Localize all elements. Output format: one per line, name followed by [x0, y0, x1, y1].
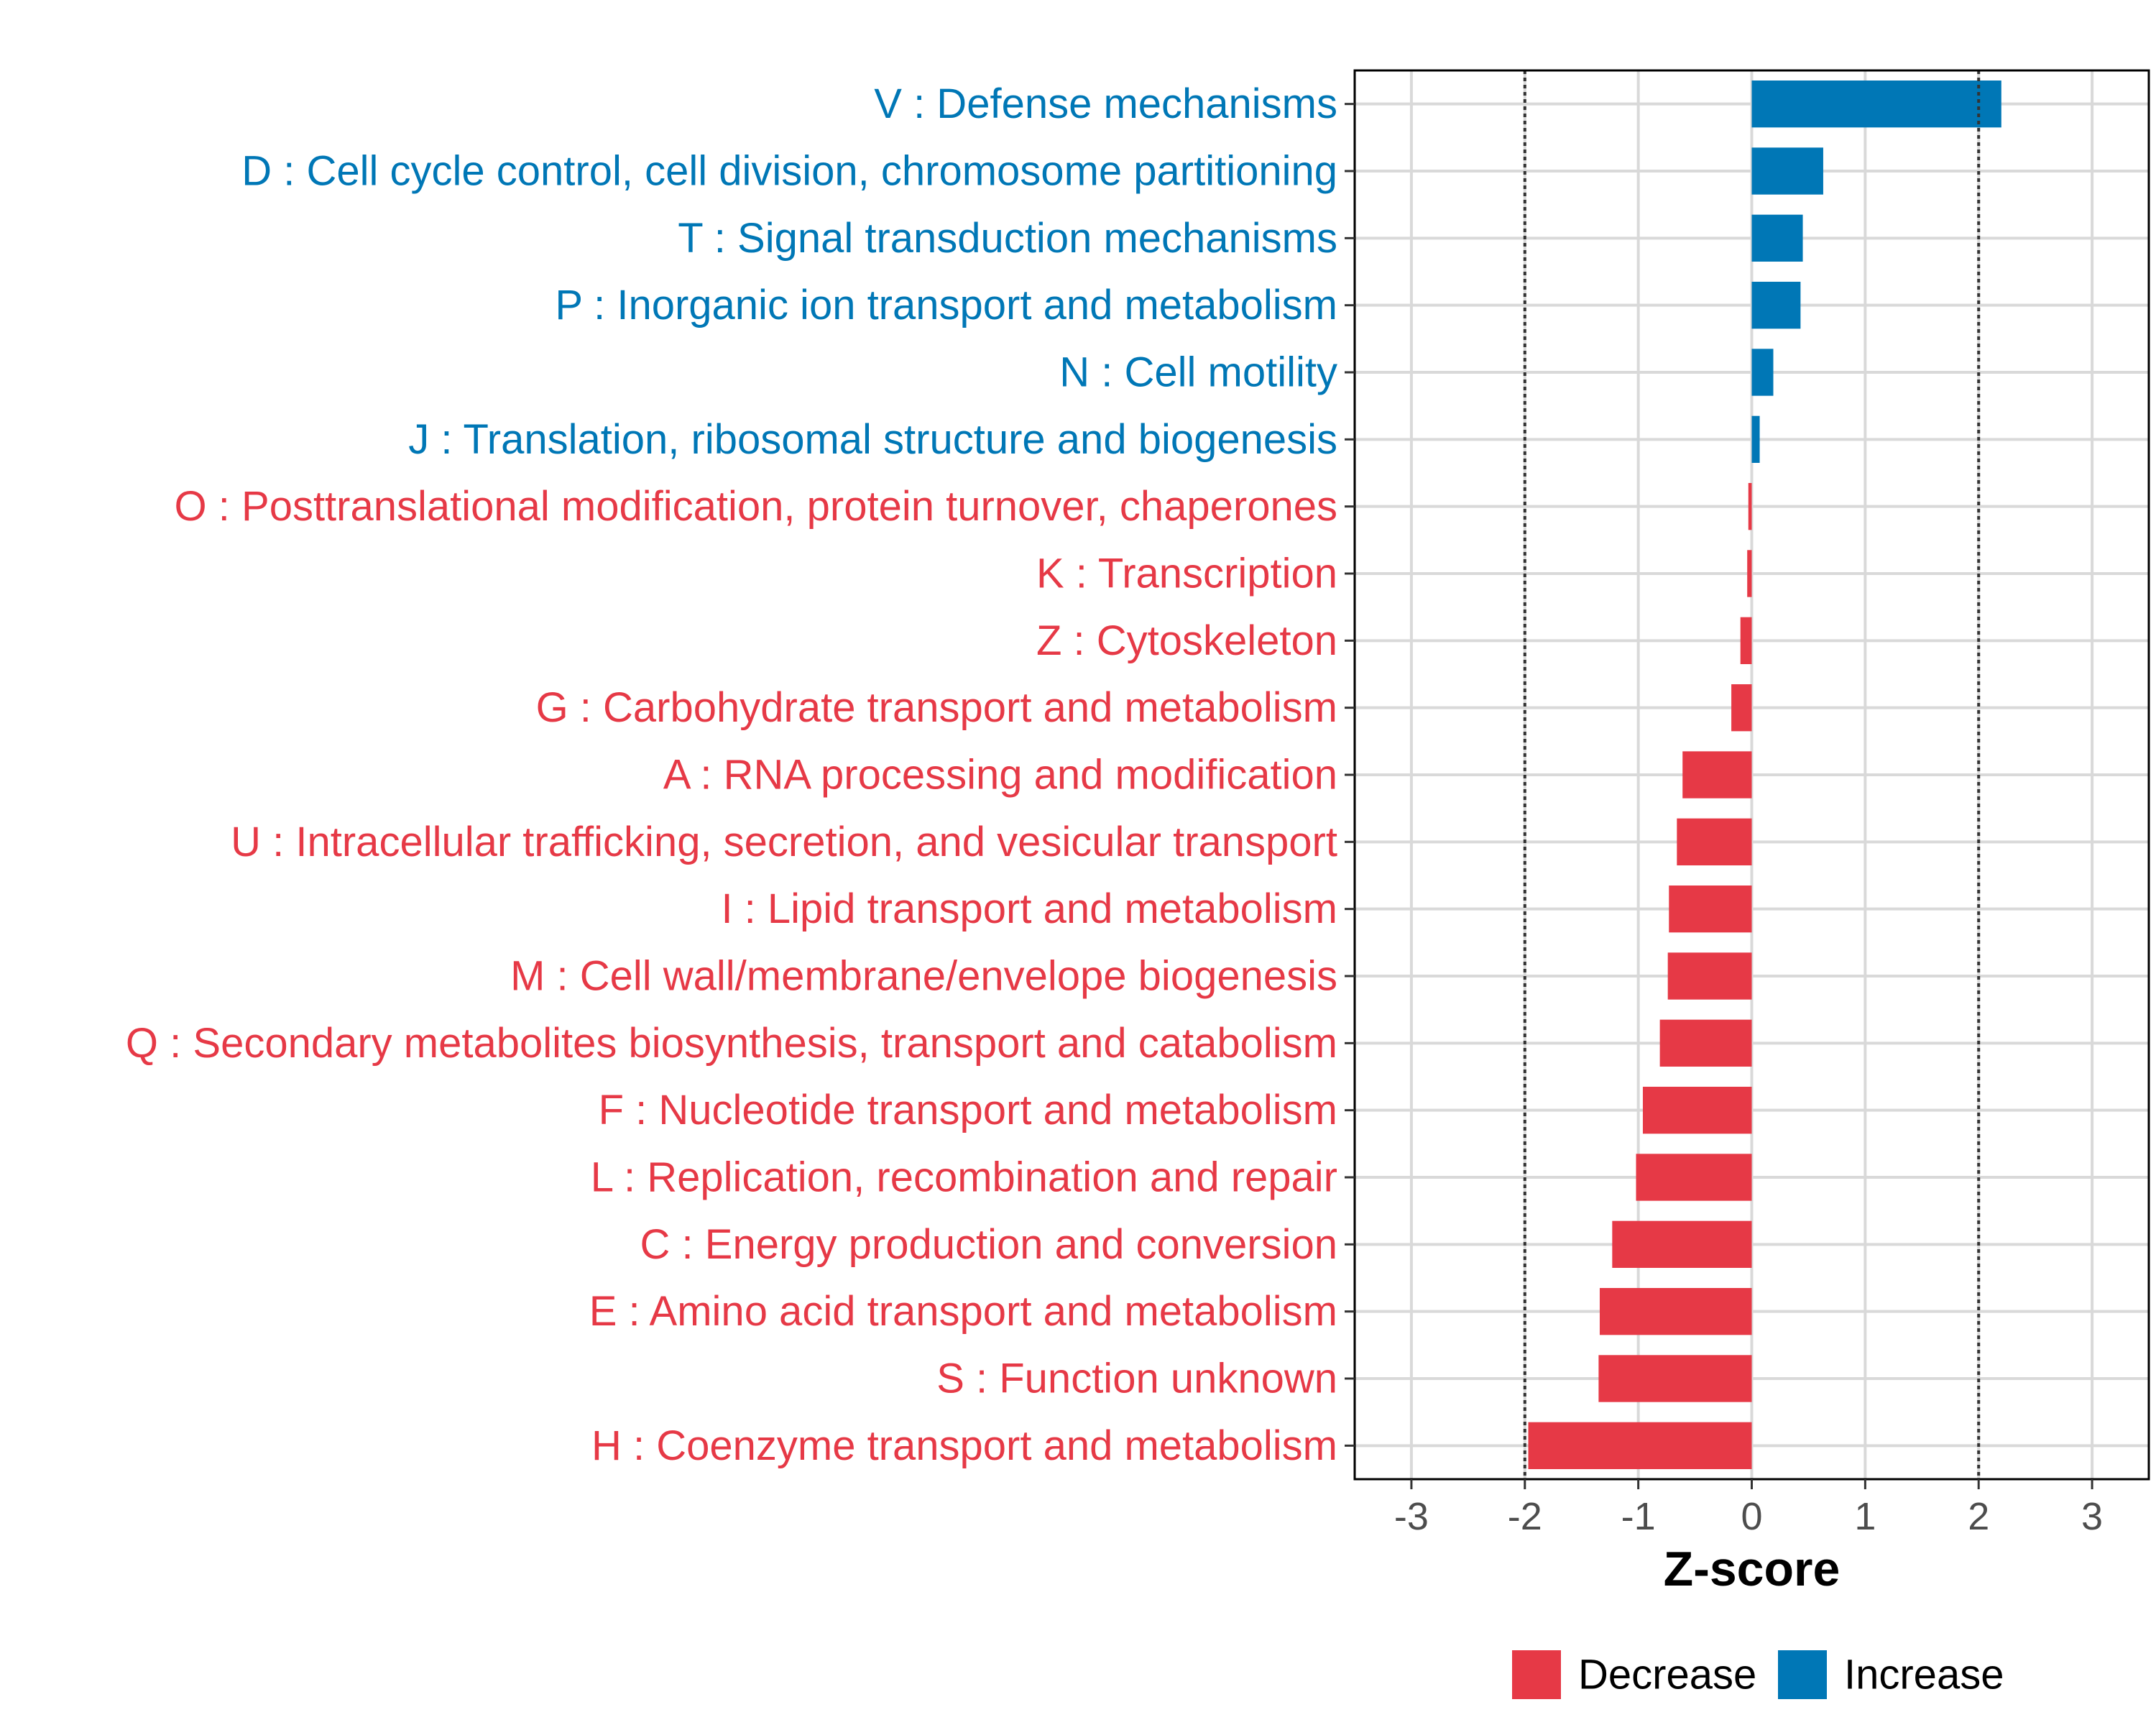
bar — [1659, 1019, 1752, 1067]
category-label: S : Function unknown — [936, 1356, 1337, 1402]
bar — [1751, 282, 1801, 329]
category-label: L : Replication, recombination and repai… — [591, 1154, 1337, 1201]
bar — [1642, 1087, 1752, 1134]
x-tick-label: -1 — [1621, 1495, 1656, 1538]
category-label: D : Cell cycle control, cell division, c… — [241, 148, 1337, 195]
x-tick-label: 0 — [1741, 1495, 1762, 1538]
bar — [1751, 349, 1774, 396]
category-label: N : Cell motility — [1059, 349, 1337, 396]
category-label: H : Coenzyme transport and metabolism — [591, 1422, 1337, 1469]
x-tick-label: 3 — [2081, 1495, 2103, 1538]
x-tick-label: 1 — [1854, 1495, 1876, 1538]
category-label: U : Intracellular trafficking, secretion… — [231, 819, 1337, 865]
category-label: I : Lipid transport and metabolism — [721, 886, 1337, 932]
bar — [1669, 886, 1752, 933]
bar — [1748, 483, 1752, 530]
category-label: T : Signal transduction mechanisms — [678, 215, 1337, 262]
x-axis-title: Z-score — [1664, 1542, 1841, 1596]
bar — [1677, 818, 1752, 865]
bar — [1612, 1220, 1752, 1268]
bar — [1731, 684, 1752, 732]
bar — [1682, 751, 1752, 799]
category-label: K : Transcription — [1036, 551, 1337, 597]
category-label: Z : Cytoskeleton — [1036, 617, 1337, 664]
category-label: E : Amino acid transport and metabolism — [589, 1288, 1337, 1335]
y-axis-category-labels: V : Defense mechanisms D : Cell cycle con… — [126, 80, 1337, 1469]
bar — [1740, 617, 1752, 664]
bar — [1598, 1355, 1752, 1402]
bar — [1751, 147, 1823, 195]
legend: Decrease Increase — [1512, 1650, 2004, 1699]
category-label: J : Translation, ribosomal structure and… — [408, 416, 1337, 463]
category-label: F : Nucleotide transport and metabolism — [599, 1087, 1337, 1133]
category-label: O : Posttranslational modification, prot… — [175, 483, 1337, 530]
bar — [1751, 214, 1803, 262]
bars — [1528, 80, 2001, 1469]
category-label: M : Cell wall/membrane/envelope biogenes… — [510, 953, 1337, 1000]
category-label: A : RNA processing and modification — [663, 752, 1337, 799]
x-tick-label: 2 — [1968, 1495, 1989, 1538]
bar — [1751, 415, 1760, 463]
category-label: C : Energy production and conversion — [640, 1221, 1337, 1268]
bar — [1667, 952, 1752, 1000]
category-label: Q : Secondary metabolites biosynthesis, … — [126, 1020, 1337, 1067]
y-axis-ticks — [1345, 103, 1355, 1447]
bar — [1636, 1154, 1752, 1201]
category-label: G : Carbohydrate transport and metabolis… — [536, 684, 1337, 731]
reference-lines — [1523, 70, 1981, 1479]
bar — [1747, 550, 1752, 597]
legend-label-decrease: Decrease — [1578, 1652, 1756, 1698]
bar — [1751, 80, 2001, 128]
category-label: P : Inorganic ion transport and metaboli… — [555, 282, 1337, 328]
legend-swatch-increase — [1778, 1650, 1827, 1699]
bar — [1599, 1288, 1752, 1335]
x-tick-label: -2 — [1508, 1495, 1542, 1538]
legend-swatch-decrease — [1512, 1650, 1561, 1699]
x-axis-ticks: -3 -2 -1 0 1 2 3 — [1394, 1479, 2103, 1538]
x-tick-label: -3 — [1394, 1495, 1429, 1538]
bar — [1528, 1422, 1752, 1469]
category-label: V : Defense mechanisms — [874, 80, 1337, 127]
legend-label-increase: Increase — [1844, 1652, 2004, 1698]
